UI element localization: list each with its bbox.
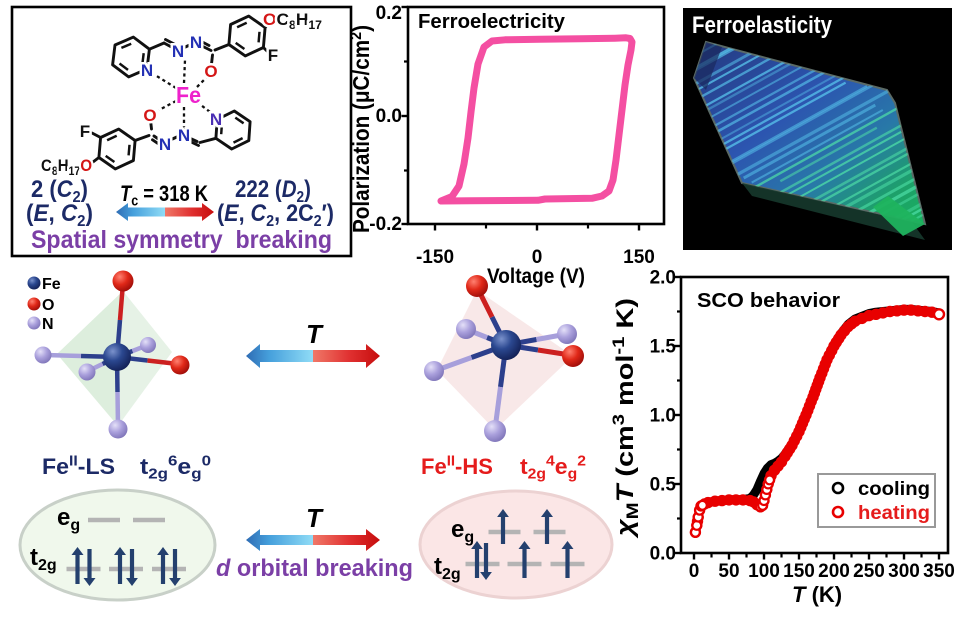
svg-text:100: 100 (748, 561, 780, 582)
svg-text:N: N (178, 126, 190, 145)
svg-text:F: F (80, 122, 90, 141)
svg-text:250: 250 (853, 561, 885, 582)
svg-text:cooling: cooling (858, 479, 930, 500)
svg-text:C8H17O: C8H17O (41, 156, 92, 178)
svg-text:0.0: 0.0 (376, 106, 402, 127)
svg-text:350: 350 (923, 561, 955, 582)
svg-text:Fe: Fe (176, 82, 201, 108)
svg-text:200: 200 (818, 561, 850, 582)
svg-text:eg: eg (451, 516, 474, 546)
svg-text:-0.2: -0.2 (369, 214, 402, 235)
svg-text:Tc = 318 K: Tc = 318 K (120, 181, 208, 209)
svg-text:222 (D2): 222 (D2) (235, 176, 311, 206)
svg-text:1.0: 1.0 (650, 406, 676, 427)
svg-text:Ferroelectricity: Ferroelectricity (418, 10, 566, 33)
svg-text:T: T (306, 319, 324, 349)
svg-text:(E, C2, 2C2′): (E, C2, 2C2′) (217, 200, 334, 230)
svg-text:O: O (42, 297, 54, 314)
svg-text:0.5: 0.5 (650, 475, 677, 496)
svg-text:0.0: 0.0 (650, 544, 676, 565)
svg-text:N: N (210, 110, 222, 129)
svg-text:Voltage (V): Voltage (V) (487, 265, 585, 288)
svg-text:(E, C2): (E, C2) (26, 200, 93, 230)
svg-text:F: F (268, 46, 278, 65)
svg-text:FeII-HS: FeII-HS (421, 453, 493, 479)
svg-text:300: 300 (888, 561, 920, 582)
svg-text:0.2: 0.2 (376, 3, 402, 24)
svg-text:N: N (172, 42, 184, 61)
svg-text:2.0: 2.0 (650, 268, 676, 289)
svg-text:O: O (204, 62, 217, 81)
svg-text:0: 0 (689, 561, 700, 582)
svg-text:T (K): T (K) (792, 582, 842, 607)
svg-text:t2g4eg2: t2g4eg2 (520, 453, 586, 483)
svg-text:OC8H17: OC8H17 (263, 10, 322, 32)
svg-text:N: N (42, 316, 54, 333)
svg-text:0: 0 (532, 247, 543, 268)
svg-text:heating: heating (858, 503, 930, 524)
svg-text:150: 150 (783, 561, 815, 582)
svg-text:Polarization (μC/cm2): Polarization (μC/cm2) (348, 25, 374, 233)
svg-text:SCO behavior: SCO behavior (697, 289, 840, 312)
svg-text:eg: eg (57, 504, 80, 534)
svg-text:T: T (306, 503, 324, 533)
svg-text:1.5: 1.5 (650, 337, 677, 358)
svg-text:N: N (141, 61, 153, 80)
svg-text:O: O (143, 106, 156, 125)
svg-text:N: N (159, 135, 171, 154)
svg-text:2 (C2): 2 (C2) (31, 176, 88, 206)
svg-text:50: 50 (718, 561, 739, 582)
svg-text:Spatial symmetry breaking: Spatial symmetry breaking (31, 226, 332, 254)
svg-text:-150: -150 (416, 247, 454, 268)
svg-text:t2g: t2g (434, 553, 461, 583)
svg-text:χMT (cm3 mol-1 K): χMT (cm3 mol-1 K) (609, 298, 642, 540)
svg-text:N: N (190, 33, 202, 52)
svg-text:150: 150 (623, 247, 655, 268)
svg-text:Fe: Fe (42, 276, 61, 293)
svg-text:FeII-LS: FeII-LS (42, 453, 115, 479)
svg-text:Ferroelasticity: Ferroelasticity (692, 12, 833, 39)
svg-text:d orbital breaking: d orbital breaking (216, 555, 413, 582)
svg-text:t2g: t2g (30, 544, 57, 574)
